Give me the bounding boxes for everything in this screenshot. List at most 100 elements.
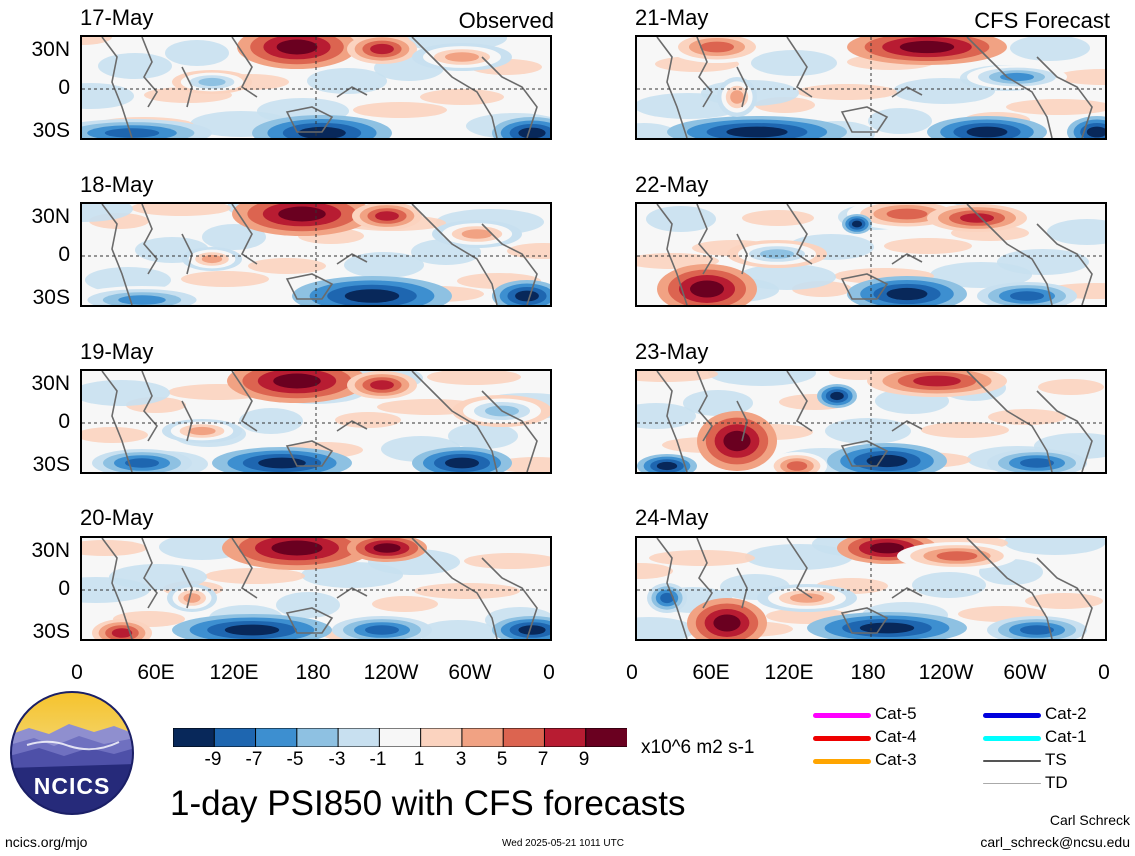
anomaly-contour [111,628,133,638]
anomaly-contour [790,593,824,603]
coastline [696,37,713,108]
coastline [656,204,688,305]
footer-email[interactable]: carl_schreck@ncsu.edu [980,834,1130,850]
anomaly-contour [420,89,504,105]
track-swatch [983,713,1041,718]
lon-label: 60W [448,661,492,684]
anomaly-contour [373,543,401,553]
anomaly-contour [445,457,479,469]
coastline [141,204,158,275]
panel-tag: Observed [458,8,554,33]
panel-date: 18-May [80,172,154,197]
coastline [101,371,133,472]
anomaly-contour [786,461,808,471]
psi-map [80,202,552,307]
anomaly-contour [1006,99,1105,115]
coastline [696,204,713,275]
colorbar-label: 5 [496,749,508,770]
anomaly-contour [370,380,394,390]
lat-label: 30S [32,453,70,476]
anomaly-contour [870,542,904,554]
coastline [736,567,748,609]
anomaly-contour [201,254,223,264]
anomaly-contour [936,551,978,561]
lon-label: 0 [71,661,83,684]
coastline [891,587,923,599]
anomaly-contour [966,126,1008,138]
colorbar-units: x10^6 m2 s-1 [641,737,755,758]
anomaly-contour [886,287,928,301]
coastline [411,204,498,305]
lat-label: 0 [58,243,70,266]
colorbar-label: 1 [413,749,425,770]
coastline [891,86,923,98]
coastline [336,86,368,98]
coastline [285,273,334,300]
coastline [966,37,1053,138]
lat-label: 30S [32,119,70,142]
anomaly-contour [637,617,695,639]
anomaly-contour [353,102,447,118]
coastline [285,607,334,634]
coastline [101,37,133,138]
anomaly-contour [375,211,399,221]
track-swatch [813,713,871,718]
coastline [736,233,748,275]
colorbar-swatch [585,728,627,747]
colorbar-swatch [502,728,546,747]
anomaly-contour [730,90,744,104]
colorbar-swatch [378,728,422,747]
lon-label: 60E [137,661,175,684]
anomaly-contour [912,572,986,598]
coastline [891,253,923,265]
coastline [736,66,748,108]
lon-label: 120W [918,661,974,684]
psi-map [635,536,1107,641]
panel-date: 21-May [635,5,709,30]
anomaly-contour [1056,69,1105,85]
colorbar-swatches [173,728,627,747]
colorbar-swatch [296,728,340,747]
coastline [231,204,258,265]
lon-label: 0 [626,661,638,684]
anomaly-contour [273,373,321,389]
coastline [840,607,889,634]
colorbar-swatch [337,728,381,747]
anomaly-contour [224,624,280,636]
anomaly-contour [884,238,972,254]
lon-label: 60E [692,661,730,684]
colorbar-swatch [213,728,257,747]
coastline [481,557,538,639]
anomaly-contour [656,461,678,471]
psi-map [80,536,552,641]
coastline [181,567,193,609]
anomaly-contour [372,596,438,612]
anomaly-contour [344,289,400,303]
coastline [101,538,133,639]
anomaly-contour [637,563,673,579]
coastline [141,371,158,442]
lon-label: 180 [295,661,331,684]
logo-text: NCICS [33,773,111,799]
colorbar-label: -3 [328,749,346,770]
colorbar-label: 7 [537,749,549,770]
anomaly-contour [1010,37,1090,61]
anomaly-contour [464,553,550,569]
logo-mountains-icon [10,691,134,815]
coastline [285,440,334,467]
colorbar-label: -7 [245,749,263,770]
anomaly-contour [742,210,814,226]
anomaly-contour [726,126,788,138]
coastline [1036,223,1093,305]
panel-tag: CFS Forecast [974,8,1110,33]
coastline [181,233,193,275]
coastline [696,538,713,609]
coastline [966,538,1053,639]
anomaly-contour [125,458,159,468]
coastline [891,420,923,432]
anomaly-contour [344,252,424,278]
anomaly-contour [518,625,546,635]
anomaly-contour [165,40,229,66]
panel-date: 23-May [635,339,709,364]
footer-url[interactable]: ncics.org/mjo [5,834,88,850]
